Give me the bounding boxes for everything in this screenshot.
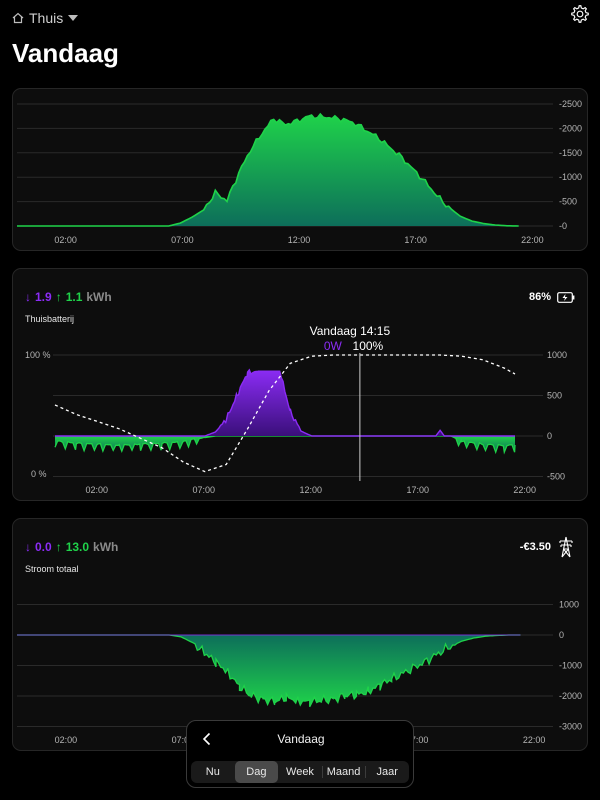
period-option-week[interactable]: Week — [286, 766, 314, 778]
period-navigator: Vandaag Nu Dag Week Maand Jaar — [186, 720, 414, 788]
chevron-down-icon — [68, 15, 79, 21]
grid-cost: -€3.50 — [520, 536, 575, 558]
grid-import-arrow-icon: ↓ — [25, 540, 31, 554]
solar-x-tick: 07:00 — [171, 235, 194, 245]
battery-y-left-tick: 100 % — [25, 350, 51, 360]
grid-y-tick: 1000 — [559, 600, 579, 610]
period-option-jaar[interactable]: Jaar — [365, 761, 409, 783]
battery-charging-icon — [557, 291, 575, 303]
battery-charge-area — [55, 369, 515, 436]
grid-y-tick: -3000 — [559, 722, 582, 732]
solar-x-tick: 22:00 — [521, 235, 544, 245]
period-segmented-control: Nu Dag Week Maand Jaar — [191, 761, 409, 783]
grid-export-area — [17, 635, 521, 707]
export-arrow-icon: ↑ — [55, 290, 62, 304]
period-option-dag[interactable]: Dag — [234, 761, 279, 783]
battery-energy-stats: ↓ 1.9 ↑ 1.1 kWh — [25, 290, 112, 304]
battery-export-value: 1.1 — [65, 290, 83, 304]
solar-y-tick: -500 — [559, 197, 577, 207]
solar-area — [17, 114, 519, 226]
solar-y-tick: -1500 — [559, 148, 582, 158]
battery-import-value: 1.9 — [35, 290, 52, 304]
period-option-nu[interactable]: Nu — [205, 766, 220, 778]
grid-export-arrow-icon: ↑ — [55, 540, 62, 554]
grid-x-tick: 17:00 — [406, 735, 429, 745]
solar-card: -2500 -2000 -1500 -1000 -500 -0 02:00 07:00 12:0… — [12, 88, 588, 251]
grid-y-tick: -1000 — [559, 661, 582, 671]
page-title: Vandaag — [12, 38, 119, 68]
grid-cost-label: -€3.50 — [519, 541, 551, 553]
grid-export-value: 13.0 — [65, 540, 90, 554]
battery-card: ↓ 1.9 ↑ 1.1 kWh Thuisbatterij 86% 1000 50… — [12, 268, 588, 501]
solar-y-tick: -2000 — [559, 123, 582, 133]
battery-soc-line — [54, 354, 516, 473]
grid-energy-stats: ↓ 0.0 ↑ 13.0 kWh — [25, 540, 118, 554]
battery-y-right-tick: 1000 — [547, 350, 567, 360]
period-label: Vandaag — [277, 732, 325, 746]
solar-y-tick: -2500 — [559, 99, 582, 109]
battery-x-tick: 02:00 — [86, 485, 109, 495]
solar-x-tick: 17:00 — [404, 235, 427, 245]
battery-x-tick: 07:00 — [193, 485, 216, 495]
home-selector[interactable]: Thuis — [12, 10, 79, 26]
battery-y-right-tick: 500 — [547, 391, 562, 401]
grid-subtitle: Stroom totaal — [25, 564, 79, 574]
grid-card: ↓ 0.0 ↑ 13.0 kWh Stroom totaal -€3.50 10… — [12, 518, 588, 751]
import-arrow-icon: ↓ — [25, 290, 31, 304]
solar-chart: -2500 -2000 -1500 -1000 -500 -0 02:00 07:00 12:0… — [17, 99, 582, 245]
grid-import-value: 0.0 — [35, 540, 52, 554]
battery-y-right-tick: 0 — [547, 431, 552, 441]
chevron-left-icon[interactable] — [199, 731, 215, 747]
battery-unit: kWh — [86, 290, 112, 304]
grid-y-tick: -2000 — [559, 691, 582, 701]
solar-line — [17, 112, 519, 227]
battery-x-tick: 17:00 — [406, 485, 429, 495]
power-tower-icon — [559, 536, 573, 558]
home-label: Thuis — [29, 10, 64, 26]
battery-tooltip-title: Vandaag 14:15 — [310, 324, 391, 338]
top-bar: Thuis — [0, 0, 600, 36]
solar-y-tick: -0 — [559, 221, 567, 231]
solar-x-tick: 02:00 — [54, 235, 77, 245]
battery-soc-label: 86% — [528, 291, 551, 303]
house-icon — [12, 12, 24, 24]
solar-x-tick: 12:00 — [288, 235, 311, 245]
battery-tooltip-power: 0W — [324, 339, 343, 353]
battery-tooltip-soc: 100% — [353, 339, 384, 353]
grid-unit: kWh — [93, 540, 119, 554]
solar-y-tick: -1000 — [559, 172, 582, 182]
battery-y-right-tick: -500 — [547, 472, 565, 482]
grid-x-tick: 22:00 — [523, 735, 546, 745]
battery-soc: 86% — [529, 291, 575, 303]
gear-icon[interactable] — [570, 4, 590, 24]
battery-y-left-tick: 0 % — [31, 469, 47, 479]
battery-subtitle: Thuisbatterij — [25, 314, 75, 324]
battery-x-tick: 12:00 — [299, 485, 322, 495]
battery-x-tick: 22:00 — [513, 485, 536, 495]
period-option-maand[interactable]: Maand — [321, 761, 366, 783]
grid-x-tick: 07:00 — [172, 735, 195, 745]
grid-chart: 10000-1000-2000-300002:0007:0012:0017:00… — [17, 600, 582, 745]
grid-y-tick: 0 — [559, 630, 564, 640]
grid-x-tick: 02:00 — [55, 735, 78, 745]
